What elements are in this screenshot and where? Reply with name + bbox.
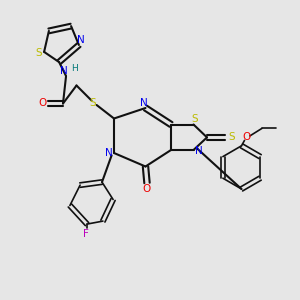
Text: O: O <box>243 132 251 142</box>
Text: S: S <box>90 98 96 109</box>
Text: N: N <box>195 146 203 157</box>
Text: N: N <box>60 65 68 76</box>
Text: S: S <box>192 114 198 124</box>
Text: F: F <box>82 229 88 239</box>
Text: N: N <box>140 98 148 108</box>
Text: S: S <box>35 48 42 59</box>
Text: O: O <box>38 98 46 109</box>
Text: S: S <box>228 132 235 142</box>
Text: H: H <box>71 64 77 73</box>
Text: N: N <box>105 148 112 158</box>
Text: O: O <box>143 184 151 194</box>
Text: N: N <box>76 34 84 45</box>
